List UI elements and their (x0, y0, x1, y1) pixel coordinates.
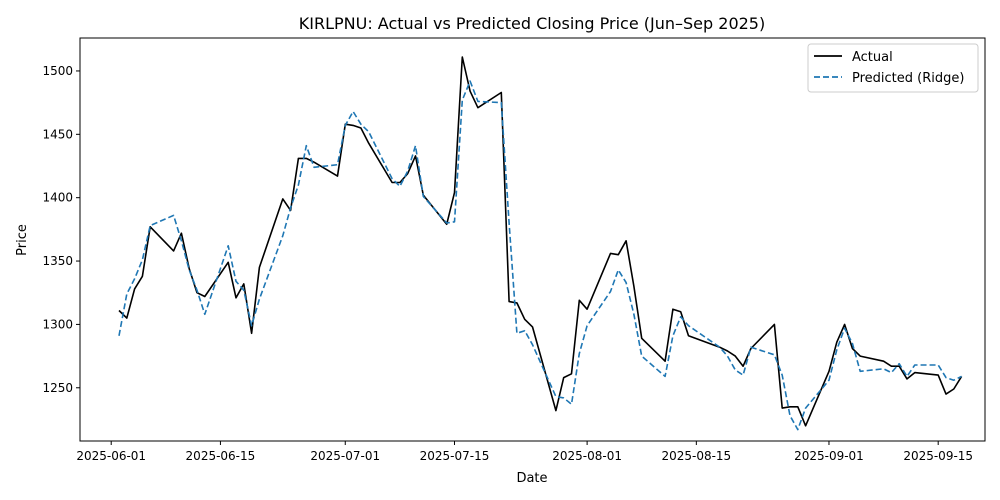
x-tick-label: 2025-06-15 (186, 449, 256, 463)
y-tick-label: 1350 (42, 254, 73, 268)
series-line-actual (118, 56, 963, 427)
series-line-predicted (118, 80, 962, 431)
y-tick-label: 1300 (42, 317, 73, 331)
y-tick-label: 1500 (42, 64, 73, 78)
y-tick-label: 1450 (42, 127, 73, 141)
x-axis: 2025-06-01 2025-06-15 2025-07-01 2025-07-15… (76, 441, 973, 463)
y-axis-label: Price (15, 224, 30, 256)
legend-box (807, 43, 979, 93)
x-tick-label: 2025-07-15 (420, 449, 490, 463)
legend-label-predicted: Predicted (Ridge) (852, 71, 964, 86)
x-tick-label: 2025-09-01 (794, 449, 864, 463)
legend: Actual Predicted (Ridge) (807, 43, 979, 93)
x-tick-label: 2025-09-15 (903, 449, 973, 463)
y-tick-label: 1400 (42, 191, 73, 205)
legend-label-actual: Actual (852, 50, 893, 65)
plot-frame (79, 37, 986, 442)
y-axis: 1250 1300 1350 1400 1450 1500 (42, 64, 80, 395)
chart-title: KIRLPNU: Actual vs Predicted Closing Pri… (299, 14, 765, 33)
x-tick-label: 2025-06-01 (76, 449, 146, 463)
plot-area (118, 56, 963, 431)
x-tick-label: 2025-08-15 (661, 449, 731, 463)
y-tick-label: 1250 (42, 381, 73, 395)
x-axis-label: Date (516, 471, 547, 486)
x-tick-label: 2025-08-01 (552, 449, 622, 463)
x-tick-label: 2025-07-01 (310, 449, 380, 463)
